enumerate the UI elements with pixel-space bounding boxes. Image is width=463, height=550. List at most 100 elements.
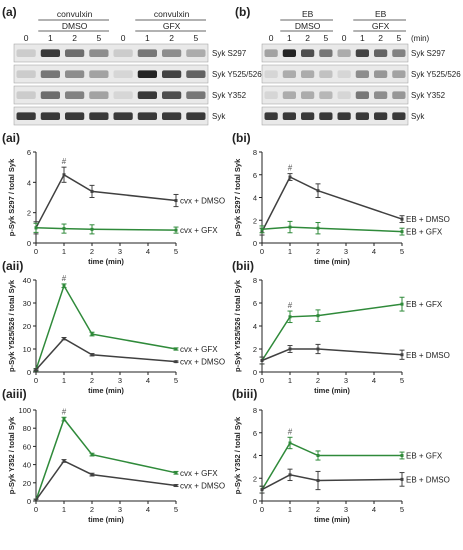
data-point (90, 453, 94, 457)
treatment-label-left: convulxin (57, 9, 93, 19)
blot-band (186, 49, 206, 57)
blot-band (392, 49, 406, 57)
data-point (260, 227, 264, 231)
blot-band (137, 70, 157, 78)
panel-label: (aiii) (2, 387, 27, 401)
series-0 (259, 173, 405, 236)
data-point (62, 227, 66, 231)
panel-label: (ai) (2, 131, 20, 145)
x-tick-label: 2 (316, 247, 320, 256)
group-label-right: GFX (372, 21, 390, 31)
series-name-label: cvx + DMSO (180, 482, 225, 491)
chart-panel-5: (biii) 0 2 4 6 8 0 1 2 3 4 5 time (min) p-Syk Y352 / … (232, 387, 450, 524)
x-tick-label: 1 (62, 376, 66, 385)
blot-band (319, 91, 333, 99)
x-axis-label: time (min) (88, 257, 124, 266)
y-tick-label: 6 (27, 148, 31, 157)
series-line (35, 460, 177, 501)
y-tick-label: 2 (253, 345, 257, 354)
y-tick-label: 60 (23, 442, 31, 451)
blot-band (282, 70, 296, 78)
lane-time-label: 5 (324, 33, 329, 43)
y-tick-label: 20 (23, 322, 31, 331)
data-point (316, 454, 320, 457)
data-point (400, 230, 404, 234)
chart-panel-0: (ai) 0 2 4 6 0 1 2 3 4 5 time (min) p-Syk S297 / tot… (2, 131, 225, 266)
data-point (174, 471, 178, 475)
blot-row-label: Syk S297 (411, 49, 446, 58)
blot-band (301, 112, 315, 120)
data-point (174, 347, 178, 351)
blot-panel-0: (a) convulxin convulxin DMSO GFX 0 1 2 5 0 1 2 5 Syk … (2, 5, 262, 126)
x-tick-label: 0 (260, 505, 264, 514)
treatment-label-right: convulxin (154, 9, 190, 19)
x-tick-label: 2 (90, 376, 94, 385)
blot-band (137, 112, 157, 120)
series-0 (33, 416, 179, 502)
blot-band (65, 49, 85, 57)
blot-band (374, 49, 388, 57)
blot-band (374, 112, 388, 120)
series-name-label: cvx + DMSO (180, 197, 225, 206)
y-tick-label: 4 (27, 178, 31, 187)
x-axis-label: time (min) (314, 257, 350, 266)
blot-band (319, 112, 333, 120)
series-1 (259, 468, 405, 494)
x-tick-label: 5 (400, 376, 404, 385)
y-tick-label: 8 (253, 276, 257, 285)
blot-row-label: Syk Y352 (212, 91, 247, 100)
lane-time-label: 2 (305, 33, 310, 43)
y-tick-label: 40 (23, 276, 31, 285)
blot-panel-1: (b) EB EB DMSO GFX 0 1 2 5 0 1 2 5 (min) Syk S297 Syk Y… (235, 5, 461, 126)
x-tick-label: 0 (260, 247, 264, 256)
data-point (288, 225, 292, 229)
lane-time-label: 0 (121, 33, 126, 43)
blot-band (355, 70, 369, 78)
blot-band (337, 70, 351, 78)
y-tick-label: 10 (23, 345, 31, 354)
group-label-right: GFX (163, 21, 181, 31)
blot-band (282, 112, 296, 120)
y-tick-label: 6 (253, 429, 257, 438)
blot-band (89, 112, 109, 120)
x-tick-label: 0 (34, 376, 38, 385)
x-axis-label: time (min) (314, 386, 350, 395)
blot-band (162, 91, 182, 99)
lane-time-label: 1 (145, 33, 150, 43)
data-point (316, 189, 320, 193)
chart-panel-3: (bii) 0 2 4 6 8 0 1 2 3 4 5 time (min) p-Syk Y525/526… (232, 259, 450, 395)
blot-strip (261, 64, 409, 84)
blot-band (40, 49, 60, 57)
y-axis-label: p-Syk Y525/526 / total Syk (7, 279, 16, 372)
blot-band (89, 91, 109, 99)
blot-band (113, 70, 133, 78)
series-line (35, 173, 177, 229)
blot-band (392, 91, 406, 99)
blot-band (65, 91, 85, 99)
blot-band (301, 91, 315, 99)
data-point (34, 498, 38, 502)
blot-band (137, 49, 157, 57)
data-point (400, 302, 404, 306)
x-tick-label: 5 (174, 505, 178, 514)
blot-band (355, 91, 369, 99)
y-tick-label: 2 (27, 209, 31, 218)
y-axis-label: p-Syk S297 / total Syk (7, 158, 16, 236)
data-point (288, 441, 292, 445)
x-tick-label: 2 (90, 505, 94, 514)
y-tick-label: 0 (27, 239, 31, 248)
x-tick-label: 4 (146, 505, 150, 514)
series-name-label: cvx + DMSO (180, 358, 225, 367)
blot-band (282, 49, 296, 57)
series-0 (259, 436, 405, 494)
series-line (35, 337, 177, 371)
x-tick-label: 1 (288, 505, 292, 514)
data-point (288, 175, 292, 179)
western-blot-panels: (a) convulxin convulxin DMSO GFX 0 1 2 5 0 1 2 5 Syk … (2, 5, 461, 126)
y-tick-label: 4 (253, 322, 257, 331)
lane-time-label: 5 (397, 33, 402, 43)
y-tick-label: 80 (23, 424, 31, 433)
blot-band (113, 91, 133, 99)
